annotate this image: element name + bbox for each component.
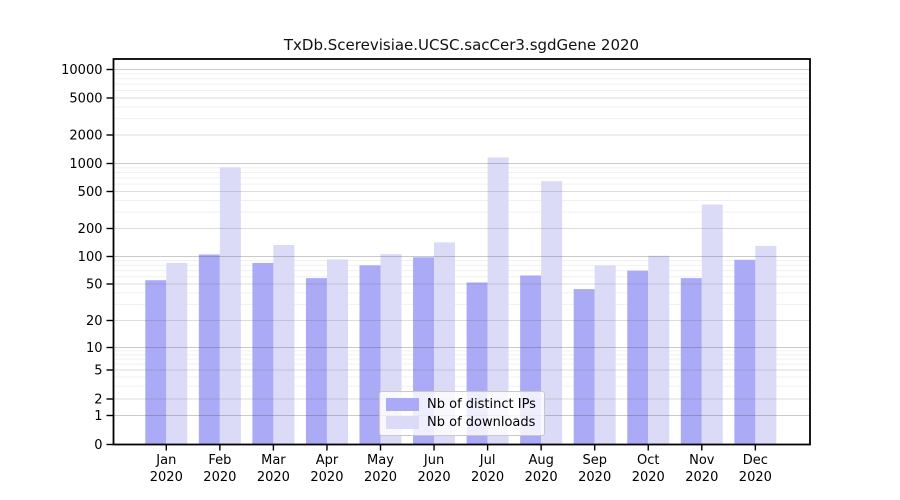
y-tick-label: 0 <box>94 438 102 453</box>
bar-downloads-jul <box>487 157 509 444</box>
bar-distinct-ips-jan <box>145 280 167 444</box>
x-tick-label-year: 2020 <box>203 470 236 485</box>
bar-downloads-nov <box>701 204 723 444</box>
legend-item-downloads: Nb of downloads <box>386 414 538 431</box>
y-tick-label: 2 <box>94 393 102 408</box>
x-tick-label-month: Mar <box>261 453 286 468</box>
y-tick-label: 100 <box>78 250 103 265</box>
x-tick-label-year: 2020 <box>632 470 665 485</box>
chart-title: TxDb.Scerevisiae.UCSC.sacCer3.sgdGene 20… <box>283 36 640 54</box>
x-tick-label-month: Jan <box>155 453 176 468</box>
plot-frame <box>112 58 811 446</box>
bar-downloads-sep <box>594 265 616 444</box>
y-tick-label: 50 <box>86 278 103 293</box>
bar-downloads-jan <box>166 262 188 444</box>
x-tick-label-month: Oct <box>637 453 659 468</box>
x-tick-label-month: Sep <box>582 453 607 468</box>
bar-distinct-ips-may <box>359 265 381 444</box>
bar-downloads-aug <box>541 181 563 444</box>
legend-item-distinct-ips: Nb of distinct IPs <box>386 396 538 413</box>
legend-label-distinct-ips: Nb of distinct IPs <box>427 396 536 412</box>
bar-distinct-ips-sep <box>573 289 595 444</box>
y-tick-label: 10 <box>86 341 103 356</box>
x-tick-label-year: 2020 <box>310 470 343 485</box>
x-tick-label-year: 2020 <box>578 470 611 485</box>
x-tick-label-year: 2020 <box>257 470 290 485</box>
x-tick-label-month: Aug <box>528 453 553 468</box>
x-tick-label-year: 2020 <box>739 470 772 485</box>
legend-swatch-distinct-ips <box>386 397 419 411</box>
y-tick-label: 20 <box>86 314 103 329</box>
bar-distinct-ips-feb <box>198 254 220 444</box>
y-tick-label: 500 <box>78 185 103 200</box>
x-tick-label-year: 2020 <box>525 470 558 485</box>
x-tick-label-month: Nov <box>689 453 715 468</box>
bar-downloads-oct <box>648 255 670 444</box>
x-tick-label-month: Feb <box>208 453 231 468</box>
x-tick-label-month: Jul <box>479 453 496 468</box>
bar-downloads-feb <box>219 167 241 444</box>
bar-downloads-apr <box>326 259 348 444</box>
y-tick-label: 200 <box>78 222 103 237</box>
y-tick-label: 1 <box>94 409 102 424</box>
x-tick-label-year: 2020 <box>364 470 397 485</box>
x-tick-label-year: 2020 <box>150 470 183 485</box>
x-tick-label-month: May <box>367 453 394 468</box>
chart-legend: Nb of distinct IPs Nb of downloads <box>379 391 545 436</box>
y-tick-label: 2000 <box>69 129 102 144</box>
bar-distinct-ips-nov <box>680 278 702 444</box>
x-tick-label-month: Apr <box>316 453 339 468</box>
y-tick-label: 10000 <box>61 63 102 78</box>
legend-label-downloads: Nb of downloads <box>427 415 536 431</box>
bar-downloads-mar <box>273 244 295 444</box>
bar-distinct-ips-dec <box>734 259 756 444</box>
bar-downloads-dec <box>755 245 777 444</box>
legend-swatch-downloads <box>386 416 419 430</box>
x-tick-label-month: Jun <box>423 453 444 468</box>
bar-distinct-ips-apr <box>305 278 327 444</box>
y-tick-label: 5000 <box>69 92 102 107</box>
bar-distinct-ips-mar <box>252 262 274 444</box>
y-tick-label: 1000 <box>69 157 102 172</box>
bar-distinct-ips-oct <box>627 270 649 444</box>
x-tick-label-month: Dec <box>743 453 768 468</box>
x-tick-label-year: 2020 <box>471 470 504 485</box>
x-tick-label-year: 2020 <box>418 470 451 485</box>
y-tick-label: 5 <box>94 364 102 379</box>
x-tick-label-year: 2020 <box>685 470 718 485</box>
